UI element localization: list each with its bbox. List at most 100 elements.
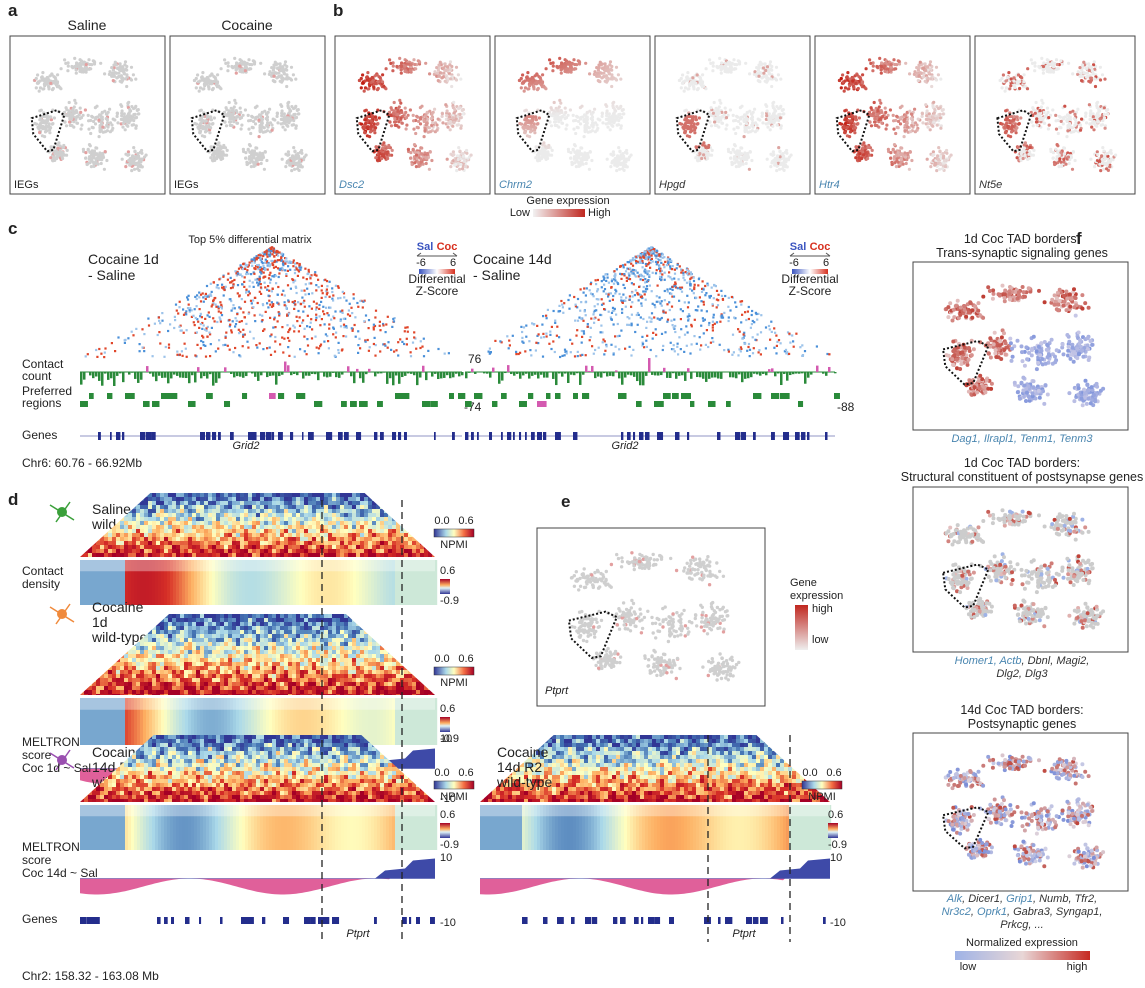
cell-dot bbox=[374, 82, 377, 85]
cell-dot bbox=[608, 112, 611, 115]
cell-dot bbox=[782, 112, 785, 115]
cell-dot bbox=[696, 122, 699, 125]
cell-dot bbox=[883, 70, 886, 73]
cell-dot bbox=[452, 153, 455, 156]
cell-dot bbox=[921, 121, 924, 124]
cell-dot bbox=[1047, 127, 1050, 130]
cell-dot bbox=[452, 101, 455, 104]
cell-dot bbox=[602, 66, 605, 69]
cell-dot bbox=[280, 114, 283, 117]
cell-dot bbox=[691, 80, 694, 83]
cell-dot bbox=[869, 62, 872, 65]
cell-dot bbox=[1046, 70, 1049, 73]
panel-title: Top 5% differential matrix bbox=[188, 234, 312, 246]
cell-dot bbox=[452, 121, 455, 124]
cell-dot bbox=[221, 157, 224, 160]
cell-dot bbox=[1065, 119, 1068, 122]
cell-dot bbox=[75, 68, 78, 71]
cell-dot bbox=[843, 109, 846, 112]
cell-dot bbox=[1024, 141, 1027, 144]
cell-dot bbox=[1066, 129, 1069, 132]
cell-dot bbox=[933, 108, 936, 111]
cell-dot bbox=[749, 130, 752, 133]
cell-dot bbox=[597, 69, 600, 72]
cell-dot bbox=[1103, 116, 1106, 119]
cell-dot bbox=[1097, 111, 1100, 114]
cell-dot bbox=[572, 114, 575, 117]
cell-dot bbox=[442, 76, 445, 79]
cell-dot bbox=[381, 80, 384, 83]
cell-dot bbox=[887, 148, 890, 151]
cell-dot bbox=[461, 109, 464, 112]
cell-dot bbox=[1096, 150, 1099, 153]
cell-dot bbox=[601, 112, 604, 115]
cell-dot bbox=[712, 112, 715, 115]
cell-dot bbox=[1107, 159, 1110, 162]
cell-dot bbox=[873, 101, 876, 104]
cell-dot bbox=[436, 72, 439, 75]
cell-dot bbox=[390, 124, 393, 127]
cell-dot bbox=[445, 114, 448, 117]
cell-dot bbox=[195, 123, 198, 126]
cell-dot bbox=[103, 168, 106, 171]
cell-dot bbox=[49, 82, 52, 85]
cell-dot bbox=[1049, 148, 1052, 151]
cell-dot bbox=[615, 117, 618, 120]
cell-dot bbox=[114, 61, 117, 64]
cell-dot bbox=[258, 135, 261, 138]
cell-dot bbox=[542, 153, 545, 156]
cell-dot bbox=[731, 163, 734, 166]
cell-dot bbox=[227, 112, 230, 115]
cell-dot bbox=[247, 119, 250, 122]
cell-dot bbox=[757, 69, 760, 72]
cell-dot bbox=[437, 118, 440, 121]
cell-dot bbox=[1102, 168, 1105, 171]
cell-dot bbox=[117, 72, 120, 75]
cell-dot bbox=[426, 126, 429, 129]
cell-dot bbox=[917, 79, 920, 82]
diff-pixel bbox=[135, 328, 137, 330]
cell-dot bbox=[255, 152, 258, 155]
cell-dot bbox=[723, 65, 726, 68]
cell-dot bbox=[1051, 108, 1054, 111]
cell-dot bbox=[281, 65, 284, 68]
cell-dot bbox=[878, 57, 881, 60]
cell-dot bbox=[1051, 69, 1054, 72]
cell-dot bbox=[84, 151, 87, 154]
cell-dot bbox=[1042, 61, 1045, 64]
cell-dot bbox=[41, 115, 44, 118]
cell-dot bbox=[848, 135, 851, 138]
cell-dot bbox=[235, 61, 238, 64]
cell-dot bbox=[210, 146, 213, 149]
cell-dot bbox=[252, 59, 255, 62]
cell-dot bbox=[1092, 128, 1095, 131]
cell-dot bbox=[195, 86, 198, 89]
diff-pixel bbox=[283, 338, 285, 340]
cell-dot bbox=[283, 112, 286, 115]
cell-dot bbox=[121, 109, 124, 112]
cell-dot bbox=[1081, 63, 1084, 66]
cell-dot bbox=[892, 119, 895, 122]
cell-dot bbox=[1029, 146, 1032, 149]
cell-dot bbox=[734, 151, 737, 154]
cell-dot bbox=[737, 161, 740, 164]
cell-dot bbox=[553, 101, 556, 104]
cell-dot bbox=[579, 158, 582, 161]
cell-dot bbox=[1080, 118, 1083, 121]
cell-dot bbox=[133, 168, 136, 171]
cell-dot bbox=[235, 65, 238, 68]
cell-dot bbox=[777, 73, 780, 76]
cell-dot bbox=[781, 167, 784, 170]
cell-dot bbox=[941, 109, 944, 112]
cell-dot bbox=[420, 152, 423, 155]
cell-dot bbox=[455, 78, 458, 81]
cell-dot bbox=[1013, 76, 1016, 79]
cell-dot bbox=[589, 130, 592, 133]
cell-dot bbox=[520, 123, 523, 126]
cell-dot bbox=[234, 102, 237, 105]
cell-dot bbox=[749, 150, 752, 153]
cell-dot bbox=[900, 105, 903, 108]
cell-dot bbox=[772, 150, 775, 153]
cell-dot bbox=[277, 72, 280, 75]
cell-dot bbox=[743, 129, 746, 132]
